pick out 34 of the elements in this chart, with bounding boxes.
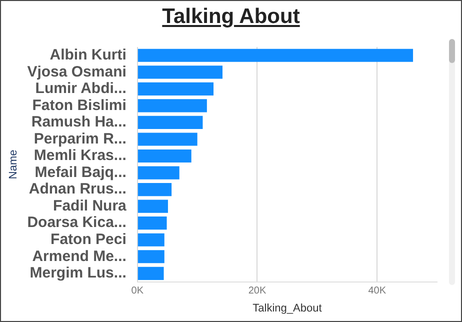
y-tick-label: Lumir Abdi... bbox=[35, 80, 126, 98]
y-tick-label: Ramush Ha... bbox=[31, 114, 126, 131]
x-axis-title: Talking_About bbox=[252, 302, 322, 314]
x-tick-label: 0K bbox=[131, 286, 144, 297]
bar bbox=[138, 266, 164, 280]
y-tick-label: Faton Peci bbox=[50, 231, 126, 248]
bar bbox=[138, 183, 172, 196]
bar bbox=[138, 250, 164, 264]
y-tick-label: Albin Kurti bbox=[50, 46, 126, 64]
bar bbox=[138, 200, 168, 213]
y-tick-label: Vjosa Osmani bbox=[27, 63, 126, 80]
bar bbox=[138, 82, 214, 96]
y-tick-label: Mefail Bajq... bbox=[34, 164, 126, 181]
bar bbox=[138, 149, 192, 163]
y-axis-title: Name bbox=[8, 150, 20, 180]
y-tick-label: Faton Bislimi bbox=[32, 96, 126, 114]
bar bbox=[138, 132, 198, 146]
y-tick-label: Adnan Rrus... bbox=[28, 180, 126, 198]
y-tick-label: Armend Me... bbox=[32, 248, 126, 265]
y-tick-label: Fadil Nura bbox=[53, 197, 128, 214]
chart-title: Talking About bbox=[161, 5, 301, 30]
y-tick-label: Doarsa Kica... bbox=[27, 214, 126, 232]
bar bbox=[138, 48, 414, 62]
bar bbox=[138, 99, 207, 112]
y-tick-label: Memli Kras... bbox=[34, 147, 126, 164]
bar bbox=[138, 233, 164, 246]
x-tick-label: 40K bbox=[368, 286, 386, 297]
y-tick-label: Perparim R... bbox=[34, 130, 126, 148]
bar bbox=[138, 166, 180, 180]
bar bbox=[138, 66, 222, 79]
y-tick-label: Mergim Lus... bbox=[30, 264, 126, 282]
x-tick-label: 20K bbox=[248, 286, 266, 297]
bar bbox=[138, 216, 167, 230]
bar bbox=[138, 116, 203, 130]
